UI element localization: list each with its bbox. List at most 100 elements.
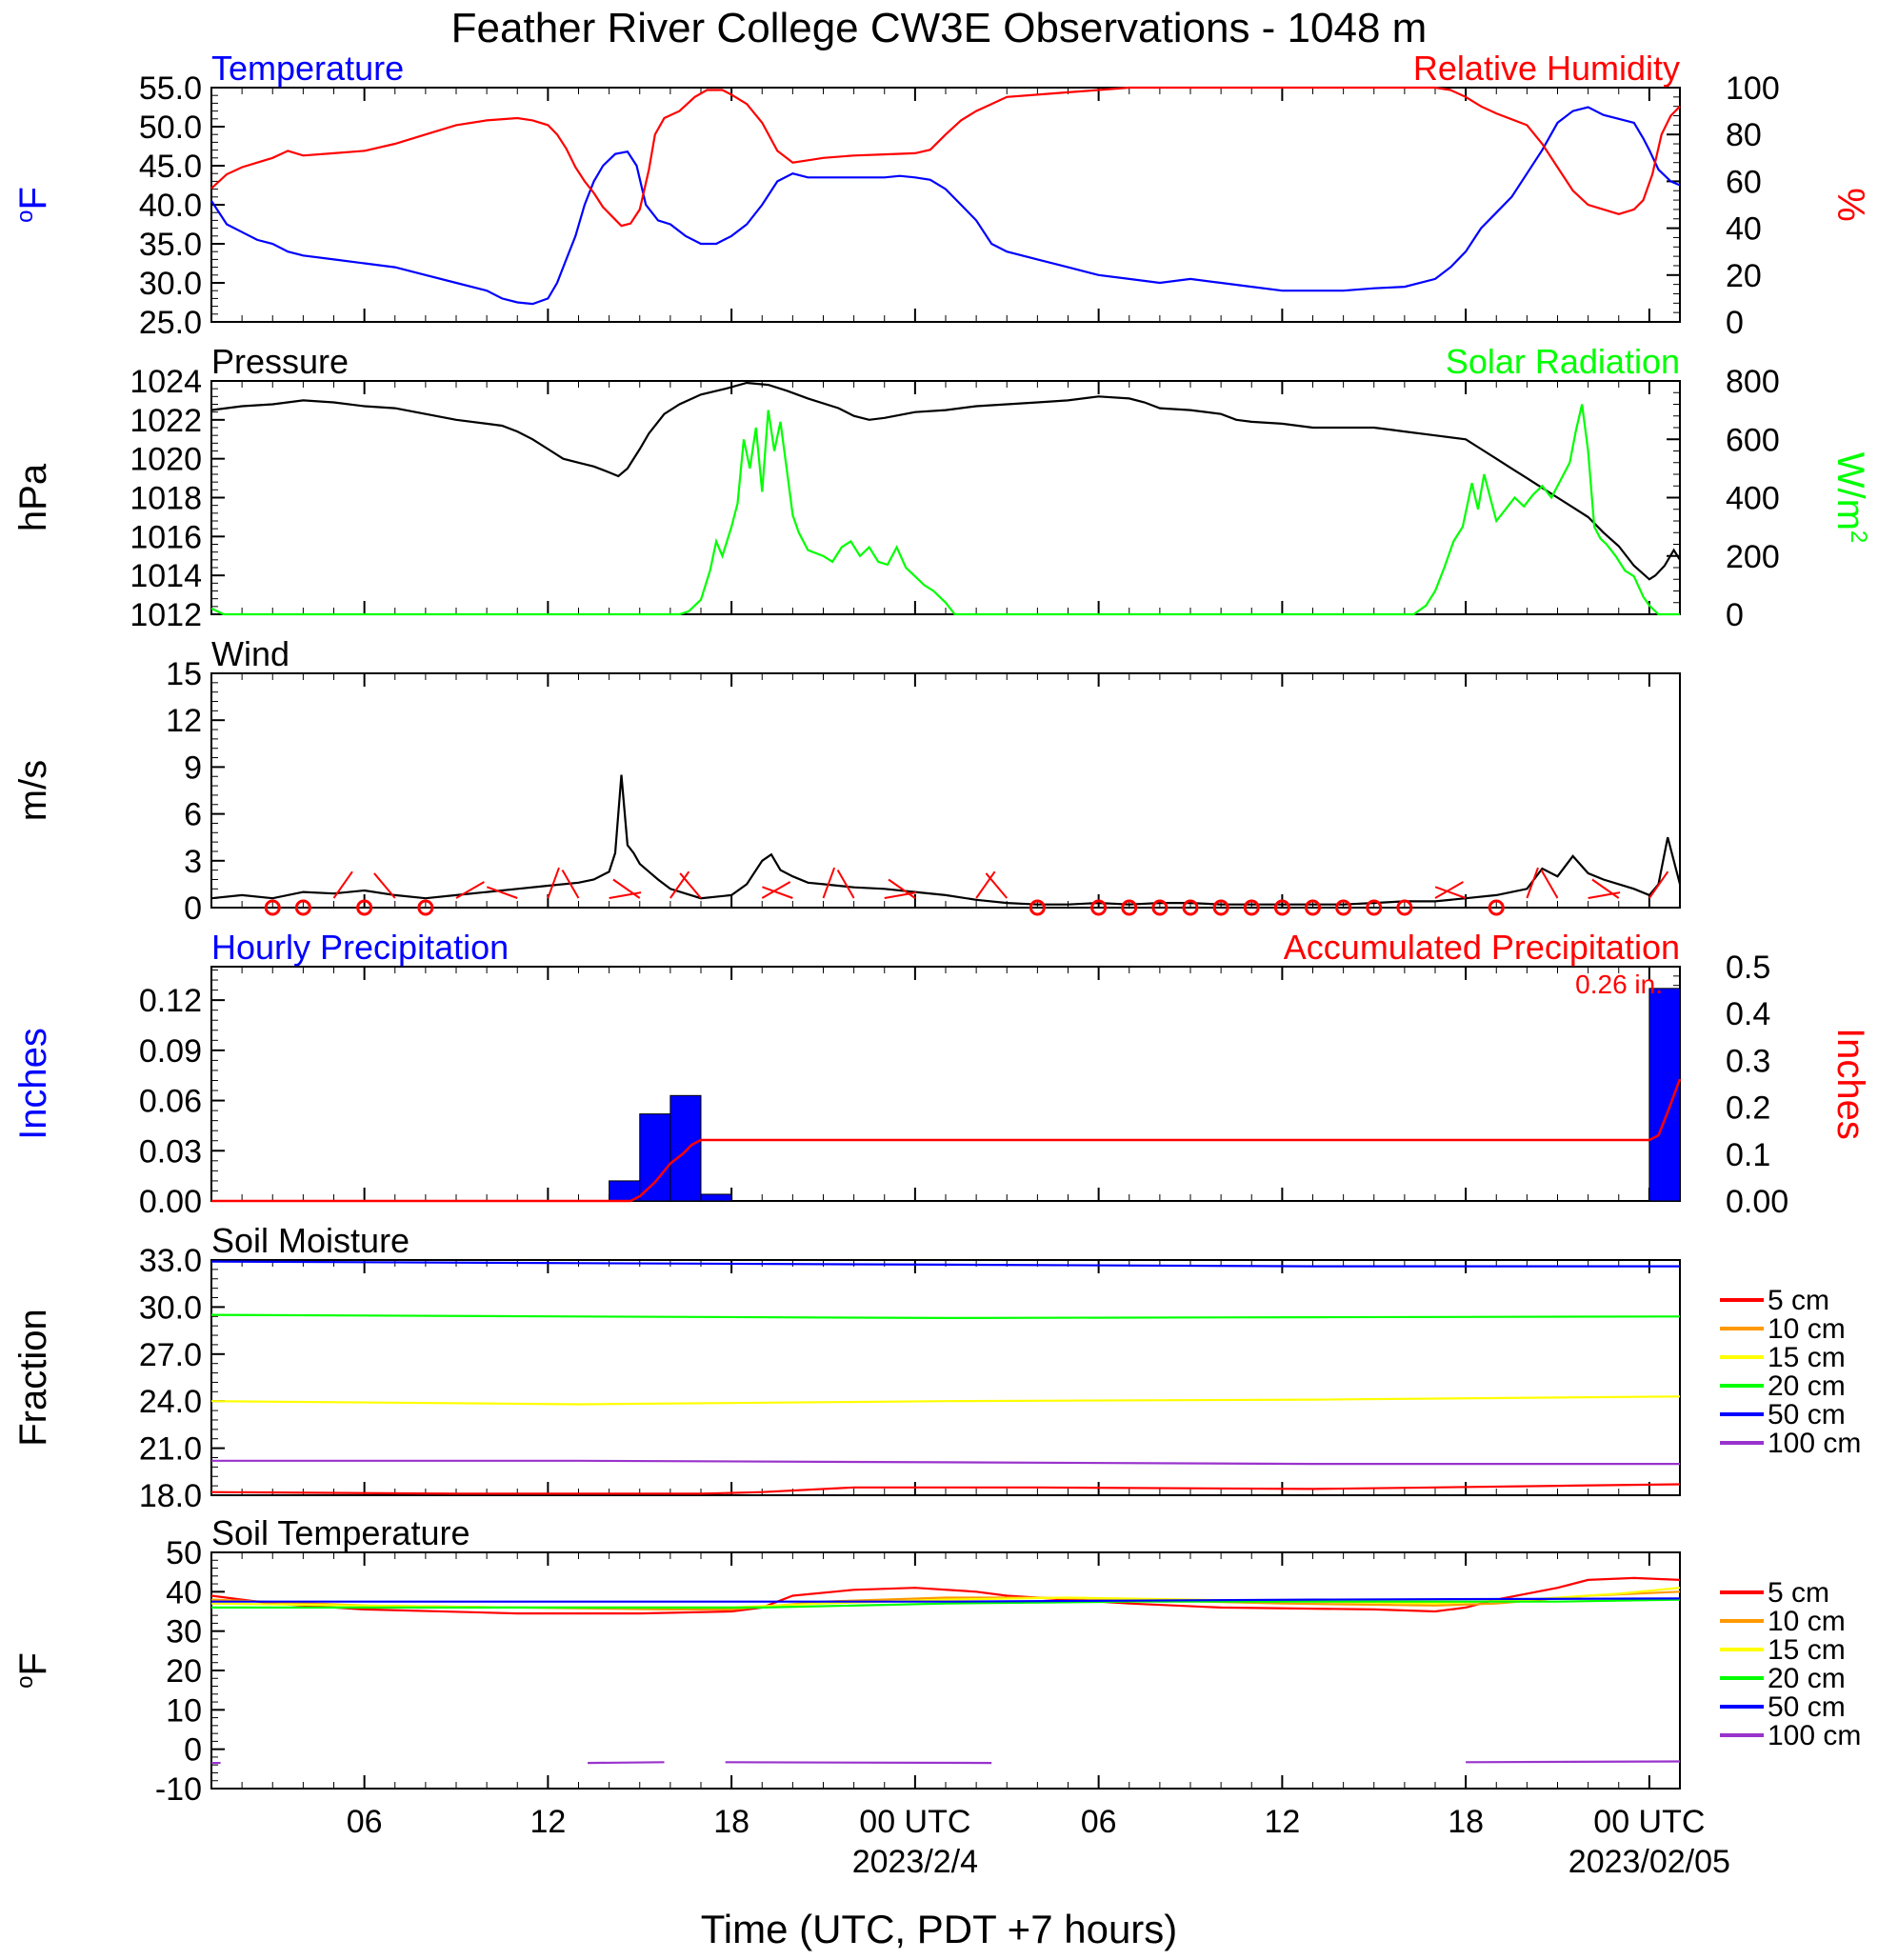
left-tick-label: 0.06: [139, 1084, 202, 1120]
left-tick-label: 1020: [130, 442, 202, 478]
panel-left-title: Soil Temperature: [211, 1513, 470, 1552]
wind-barb: [836, 870, 855, 899]
time-date-label: 2023/02/05: [1568, 1844, 1730, 1880]
x-axis-label: Time (UTC, PDT +7 hours): [701, 1907, 1178, 1951]
legend-label: 100 cm: [1768, 1428, 1861, 1459]
left-tick-label: 9: [184, 750, 202, 786]
left-tick-label: 30: [166, 1614, 202, 1650]
wind-calm-marker: [1366, 899, 1383, 916]
right-tick-label: 200: [1726, 539, 1780, 575]
time-axis: 06 12 18 00 UTC 2023/2/4 06 12 18 00 UTC 2023/02/…: [347, 1804, 1730, 1880]
panel-right-title: Solar Radiation: [1446, 342, 1680, 381]
panel-temperature-humidity: Temperature Relative Humidity oF 25.030.035…: [12, 49, 1871, 341]
panel-frame: [210, 966, 1681, 1202]
legend-label: 10 cm: [1768, 1313, 1846, 1345]
panel-left-title: Wind: [211, 634, 290, 673]
series-line: [210, 381, 1681, 581]
left-tick-label: 27.0: [139, 1337, 202, 1373]
precip-bar: [700, 1193, 732, 1202]
legend-label: 50 cm: [1768, 1399, 1846, 1430]
wind-calm-marker: [264, 899, 281, 916]
wind-calm-marker: [294, 899, 311, 916]
wind-barb: [985, 872, 1009, 899]
wind-barb: [373, 872, 396, 899]
right-tick-label: 40: [1726, 211, 1762, 248]
series-line: [210, 1260, 1680, 1268]
wind-barb: [1434, 881, 1464, 899]
left-tick-label: 12: [166, 703, 202, 739]
panel-left-title: Soil Moisture: [211, 1221, 410, 1260]
wind-barb: [1588, 891, 1621, 899]
time-tick-label: 18: [1448, 1804, 1484, 1840]
left-tick-label: 0: [184, 1732, 202, 1769]
right-tick-label: 0: [1726, 597, 1744, 633]
wind-barb: [1434, 886, 1467, 899]
left-axis-label: m/s: [12, 760, 54, 821]
legend-label: 20 cm: [1768, 1370, 1846, 1402]
left-tick-label: 6: [184, 797, 202, 833]
panel-wind: Wind m/s 0 3 6 9 12 15: [12, 634, 1682, 927]
panels-group: Temperature Relative HumidityoF25.030.035…: [12, 49, 1871, 1808]
left-tick-label: 1022: [130, 403, 202, 439]
wind-calm-marker: [1212, 899, 1229, 916]
time-date-label: 2023/2/4: [852, 1844, 978, 1880]
left-tick-label: 15: [166, 656, 202, 692]
wind-barb: [332, 870, 353, 899]
right-tick-label: 800: [1726, 364, 1780, 400]
left-tick-label: 0: [184, 890, 202, 927]
legend-label: 100 cm: [1768, 1720, 1861, 1751]
panel-frame: [210, 87, 1681, 323]
time-tick-label: 12: [529, 1804, 566, 1840]
left-tick-label: 55.0: [139, 70, 202, 107]
wind-barb: [612, 878, 641, 899]
precip-bar: [669, 1094, 702, 1202]
wind-calm-marker: [1121, 899, 1138, 916]
right-tick-label: 0: [1726, 305, 1744, 341]
wind-calm-marker: [1182, 899, 1199, 916]
right-tick-label: 0.00: [1726, 1184, 1788, 1220]
legend-label: 15 cm: [1768, 1342, 1846, 1373]
legend-label: 5 cm: [1768, 1285, 1829, 1316]
legend-label: 20 cm: [1768, 1663, 1846, 1694]
left-axis-label: oF: [12, 187, 54, 223]
panel-right-title: Accumulated Precipitation: [1284, 928, 1680, 967]
left-tick-label: 50: [166, 1535, 202, 1571]
wind-calm-marker: [1151, 899, 1169, 916]
left-tick-label: 40.0: [139, 188, 202, 224]
left-tick-label: -10: [155, 1771, 202, 1808]
series-line-segment: [725, 1761, 992, 1765]
time-tick-label: 12: [1264, 1804, 1300, 1840]
accumulated-precip-line: [211, 1078, 1682, 1203]
panel-right-title: Relative Humidity: [1413, 49, 1680, 88]
series-line: [210, 106, 1681, 306]
wind-calm-marker: [1090, 899, 1108, 916]
left-tick-label: 1014: [130, 558, 202, 594]
legend-label: 15 cm: [1768, 1634, 1846, 1666]
legend-label: 5 cm: [1768, 1577, 1829, 1609]
right-tick-label: 0.4: [1726, 996, 1770, 1032]
panel-pressure-solar: Pressure Solar RadiationhPa10121014101610…: [12, 342, 1871, 633]
wind-calm-marker: [1396, 899, 1413, 916]
time-tick-label: 06: [1081, 1804, 1117, 1840]
time-tick-label: 00 UTC: [1593, 1804, 1705, 1840]
wind-calm-marker: [417, 899, 434, 916]
figure-title: Feather River College CW3E Observations …: [451, 5, 1428, 51]
panel-frame: [210, 1551, 1681, 1790]
wind-calm-marker: [1305, 899, 1321, 916]
precip-bar: [639, 1113, 671, 1202]
series-line-segment: [1466, 1760, 1681, 1764]
wind-calm-marker: [1335, 899, 1352, 916]
wind-barb: [1648, 870, 1669, 899]
left-axis-label: oF: [12, 1652, 54, 1689]
precip-total-annotation: 0.26 in.: [1575, 970, 1663, 999]
right-axis-label: W/m2: [1829, 452, 1871, 544]
left-tick-label: 35.0: [139, 227, 202, 263]
left-tick-label: 18.0: [139, 1478, 202, 1514]
left-tick-label: 0.03: [139, 1133, 202, 1170]
left-tick-label: 50.0: [139, 110, 202, 146]
series-line: [211, 1597, 1681, 1603]
wind-barb: [761, 881, 791, 899]
wind-calm-marker: [1273, 899, 1290, 916]
series-line: [210, 404, 1680, 616]
panel-precipitation: Hourly Precipitation Accumulated Precipit…: [12, 928, 1871, 1220]
